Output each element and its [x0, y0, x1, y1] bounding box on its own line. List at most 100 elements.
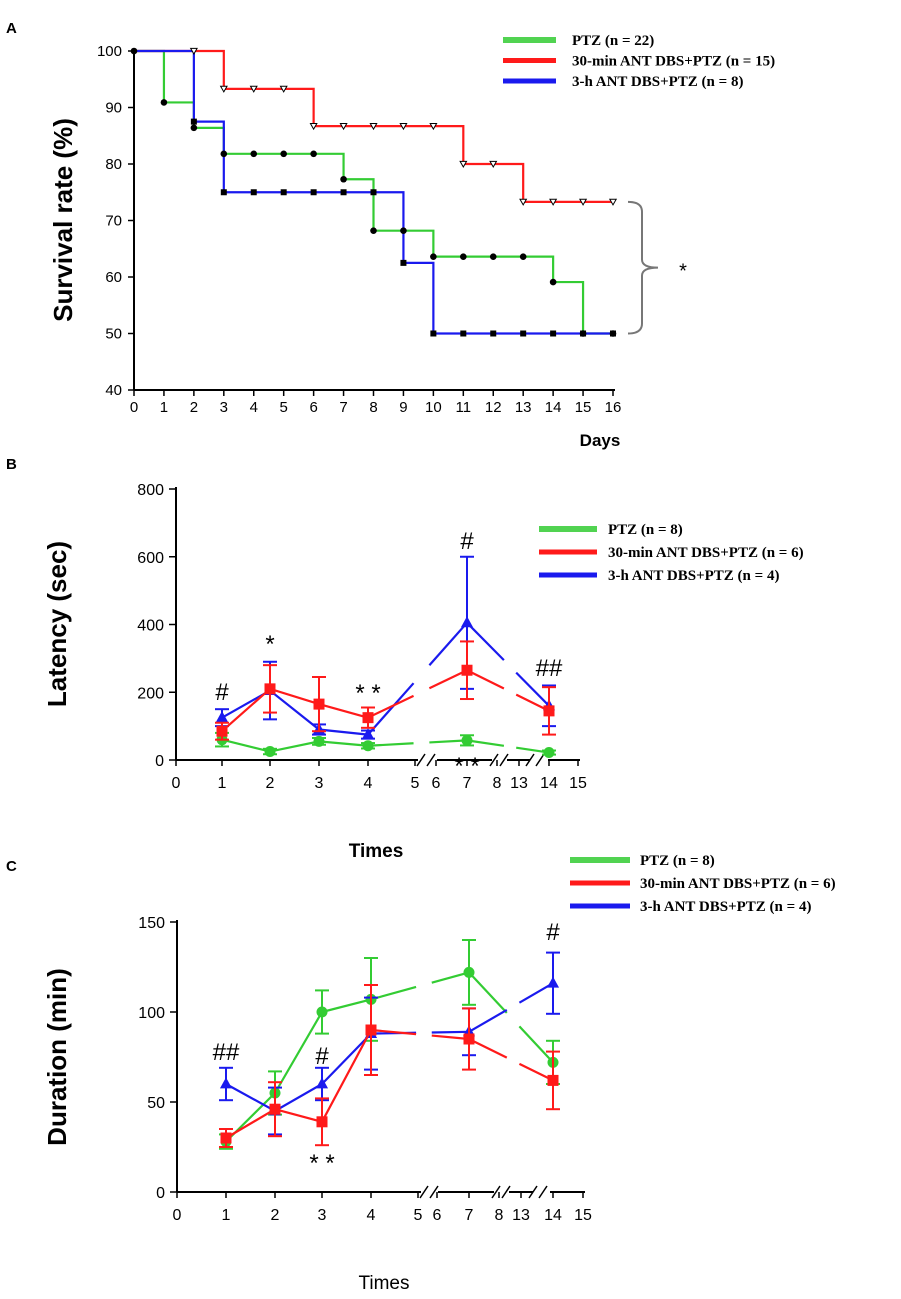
a-significance-star: *: [679, 261, 687, 283]
a-point-ant3h: [190, 118, 197, 125]
b-point-ant3h: [215, 711, 229, 723]
c-line-ptz: [468, 971, 508, 1014]
c-line-ant30: [370, 1028, 417, 1036]
a-x-tick-label: 14: [545, 399, 562, 416]
c-x-tick-label: 1: [222, 1207, 231, 1224]
b-line-ant30: [428, 669, 468, 690]
c-line-ptz: [431, 971, 470, 984]
c-x-tick-label: 13: [512, 1207, 530, 1224]
a-point-ant30: [489, 160, 498, 169]
b-line-ptz: [516, 746, 550, 754]
c-x-tick-label: 3: [318, 1207, 327, 1224]
panel-b-label: B: [6, 456, 17, 473]
c-line-ant3h: [518, 982, 554, 1004]
b-significance-mark: #: [215, 679, 229, 706]
c-point-ptz: [463, 966, 475, 978]
c-line-ant3h: [431, 1030, 470, 1034]
c-point-ant30: [463, 1033, 475, 1045]
a-point-ant30: [519, 198, 528, 206]
b-point-ant30: [461, 664, 473, 676]
b-axis-break: [525, 753, 535, 767]
a-y-tick-label: 50: [105, 326, 122, 343]
c-line-ant3h: [225, 1032, 372, 1113]
a-point-ant3h: [550, 330, 557, 337]
legend-label-ptz: PTZ (n = 8): [640, 853, 715, 869]
a-y-axis-title: Survival rate (%): [48, 118, 78, 322]
c-line-ant30: [518, 1062, 554, 1082]
a-x-tick-label: 12: [485, 399, 502, 416]
b-point-ant30: [543, 705, 555, 717]
b-significance-mark: #: [460, 528, 474, 555]
c-line-ant3h: [468, 1008, 508, 1033]
a-point-ptz: [370, 227, 377, 234]
b-line-ant3h: [515, 671, 550, 707]
a-significance-bracket: [627, 200, 659, 335]
a-x-tick-label: 2: [190, 399, 198, 416]
a-point-ptz: [549, 278, 557, 286]
a-point-ant30: [579, 198, 588, 206]
a-y-tick-label: 100: [97, 43, 122, 60]
b-point-ant3h: [460, 616, 474, 628]
b-line-ant3h: [466, 622, 505, 661]
a-y-tick-label: 40: [105, 382, 122, 399]
b-line-ant3h: [367, 682, 415, 736]
b-line-ant30: [221, 687, 369, 733]
c-x-tick-label: 14: [544, 1207, 562, 1224]
c-point-ant30: [220, 1132, 232, 1144]
c-point-ant30: [547, 1074, 559, 1086]
c-point-ant30: [316, 1116, 328, 1128]
c-line-ptz: [518, 1025, 554, 1064]
c-point-ant3h: [219, 1077, 233, 1089]
a-point-ant3h: [490, 330, 497, 337]
b-axis-break: [499, 753, 509, 767]
c-y-tick-label: 100: [138, 1005, 165, 1022]
b-legend: PTZ (n = 8) 30-min ANT DBS+PTZ (n = 6) 3-h…: [539, 522, 804, 584]
a-point-ptz: [400, 227, 407, 234]
c-point-ant30: [269, 1103, 281, 1115]
a-y-tick-label: 60: [105, 269, 122, 286]
b-point-ptz: [313, 735, 325, 747]
b-axis-break: [535, 753, 545, 767]
legend-label-ptz: PTZ (n = 8): [608, 522, 683, 538]
c-x-axis-title: Times: [358, 1273, 409, 1294]
b-point-ptz: [362, 740, 374, 752]
c-y-tick-label: 50: [147, 1095, 165, 1112]
b-line-ant3h: [221, 689, 369, 736]
panel-c-label: C: [6, 858, 17, 875]
a-x-tick-label: 10: [425, 399, 442, 416]
c-axis-break: [491, 1185, 501, 1199]
b-x-tick-label: 0: [172, 775, 181, 792]
a-x-axis-title: Days: [580, 431, 621, 450]
b-line-ptz: [466, 739, 505, 747]
b-line-ptz: [221, 738, 369, 753]
b-x-tick-label: 14: [540, 775, 558, 792]
b-point-ptz: [461, 734, 473, 746]
a-point-ant3h: [520, 330, 527, 337]
a-point-ant3h: [370, 189, 377, 196]
a-point-ant3h: [430, 330, 437, 337]
c-axis-break: [528, 1185, 538, 1199]
b-line-ant30: [367, 694, 415, 719]
c-x-tick-label: 4: [367, 1207, 376, 1224]
a-x-tick-label: 11: [456, 399, 472, 416]
a-x-tick-label: 8: [369, 399, 377, 416]
c-line-ant30: [431, 1034, 470, 1041]
legend-label-ant3h: 3-h ANT DBS+PTZ (n = 4): [608, 568, 779, 584]
legend-label-ant30: 30-min ANT DBS+PTZ (n = 15): [572, 54, 775, 70]
panel-a-label: A: [6, 20, 17, 37]
legend-label-ant3h: 3-h ANT DBS+PTZ (n = 8): [572, 74, 743, 90]
b-line-ptz: [367, 742, 414, 747]
b-y-tick-label: 800: [137, 482, 164, 499]
a-x-tick-label: 15: [575, 399, 592, 416]
a-start-point: [130, 47, 138, 55]
b-significance-mark: * *: [454, 753, 479, 780]
a-point-ant3h: [610, 330, 616, 337]
c-significance-mark: * *: [309, 1150, 334, 1177]
a-point-ptz: [489, 253, 497, 260]
c-x-tick-label: 15: [574, 1207, 592, 1224]
b-point-ptz: [264, 746, 276, 758]
a-point-ant30: [399, 123, 408, 131]
c-point-ant30: [365, 1024, 377, 1036]
